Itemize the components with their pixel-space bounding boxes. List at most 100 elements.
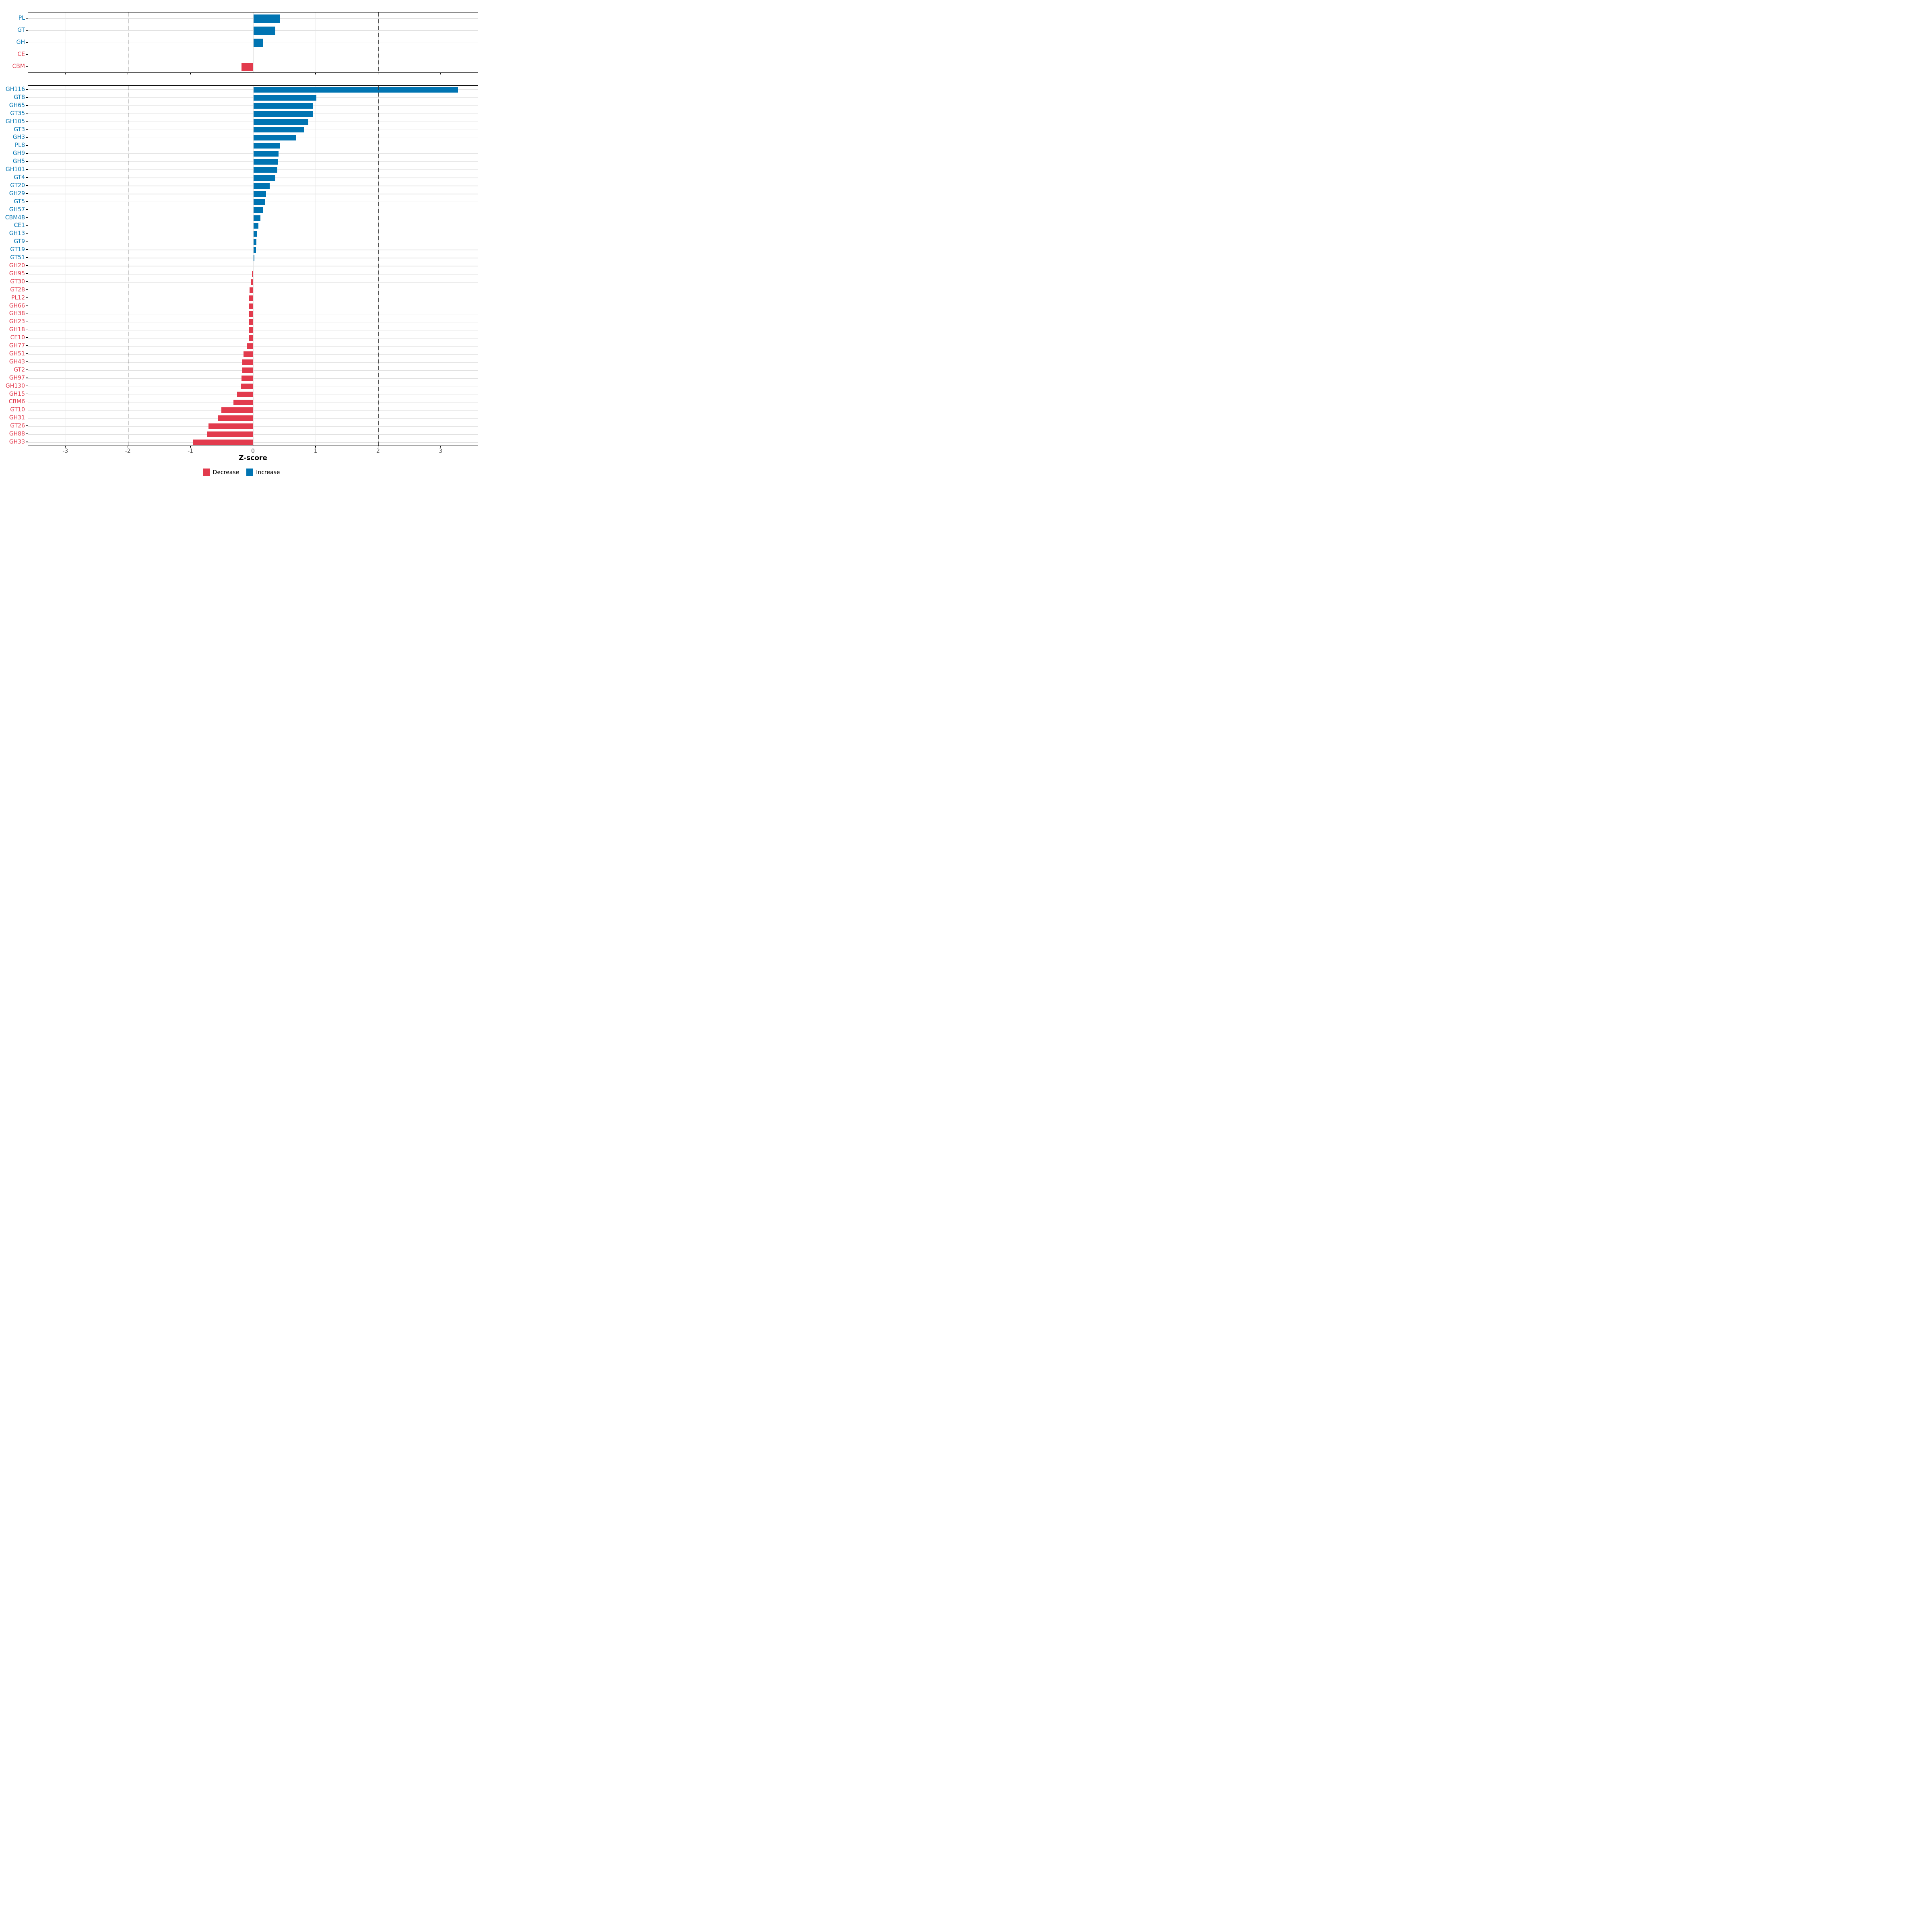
gridline-row xyxy=(28,54,478,56)
bar-GH13 xyxy=(253,231,257,237)
bar-GT26 xyxy=(208,423,254,429)
gridline-x-0 xyxy=(253,86,254,446)
bar-GH77 xyxy=(247,343,254,349)
axis-tick xyxy=(26,425,28,426)
bar-GH5 xyxy=(253,159,278,165)
legend-item-increase: Increase xyxy=(246,469,280,476)
bar-GT20 xyxy=(253,183,270,189)
bar-GT10 xyxy=(221,407,254,413)
axis-tick xyxy=(26,193,28,194)
axis-tick xyxy=(26,361,28,362)
gridline-row xyxy=(28,153,478,154)
row-label-GT35: GT35 xyxy=(10,110,25,117)
row-label-GH95: GH95 xyxy=(9,270,25,277)
axis-tick xyxy=(26,353,28,354)
bar-GT2 xyxy=(242,367,254,373)
axis-tick xyxy=(26,177,28,178)
axis-tick xyxy=(26,97,28,98)
row-label-GH101: GH101 xyxy=(5,166,25,173)
axis-tick xyxy=(26,137,28,138)
bar-GH31 xyxy=(217,415,254,421)
axis-tick xyxy=(26,217,28,218)
row-label-GH33: GH33 xyxy=(9,439,25,446)
axis-tick xyxy=(26,185,28,186)
bar-GT28 xyxy=(250,287,254,293)
row-label-CE1: CE1 xyxy=(14,222,25,229)
axis-tick xyxy=(26,30,28,31)
axis-tick xyxy=(26,233,28,234)
row-label-GH9: GH9 xyxy=(12,150,25,157)
row-label-GT5: GT5 xyxy=(14,198,25,205)
legend-item-decrease: Decrease xyxy=(203,469,239,476)
row-label-GT2: GT2 xyxy=(14,366,25,373)
bar-GH29 xyxy=(253,191,266,197)
row-label-GH23: GH23 xyxy=(9,318,25,325)
bar-GH65 xyxy=(253,103,313,109)
axis-tick xyxy=(378,72,379,74)
row-label-PL8: PL8 xyxy=(14,142,25,149)
row-label-GT19: GT19 xyxy=(10,246,25,253)
row-label-GH65: GH65 xyxy=(9,102,25,109)
row-label-GH18: GH18 xyxy=(9,326,25,333)
axis-tick xyxy=(252,446,254,448)
gridline-row xyxy=(28,242,478,243)
axis-tick xyxy=(26,153,28,154)
gridline-row xyxy=(28,97,478,98)
bar-GH101 xyxy=(253,167,277,173)
row-label-GT: GT xyxy=(17,27,25,34)
axis-tick xyxy=(26,369,28,370)
axis-tick xyxy=(26,345,28,346)
row-label-CE: CE xyxy=(17,51,25,58)
axis-tick xyxy=(440,72,441,74)
bar-GT4 xyxy=(253,175,275,181)
axis-tick xyxy=(26,281,28,282)
axis-tick xyxy=(378,446,379,448)
x-tick-label--3: -3 xyxy=(62,448,68,454)
axis-tick xyxy=(65,446,66,448)
axis-tick xyxy=(65,72,66,74)
axis-tick xyxy=(26,54,28,55)
bar-GH88 xyxy=(207,431,254,438)
x-tick-label-3: 3 xyxy=(439,448,443,454)
bar-GH116 xyxy=(253,87,458,93)
row-label-GH20: GH20 xyxy=(9,262,25,269)
row-label-CBM6: CBM6 xyxy=(8,398,25,405)
axis-tick xyxy=(26,113,28,114)
row-label-PL12: PL12 xyxy=(11,294,25,301)
legend-swatch-increase xyxy=(246,469,253,476)
axis-tick xyxy=(26,257,28,258)
row-label-GH13: GH13 xyxy=(9,230,25,237)
row-label-GH77: GH77 xyxy=(9,343,25,349)
axis-tick xyxy=(26,209,28,210)
bar-GH15 xyxy=(237,391,254,397)
bar-GH130 xyxy=(241,383,254,389)
axis-tick xyxy=(26,169,28,170)
x-axis-title: Z-score xyxy=(239,454,267,462)
dashed-guide-2 xyxy=(378,86,379,446)
axis-tick xyxy=(26,201,28,202)
bar-PL8 xyxy=(253,143,281,149)
axis-tick xyxy=(26,129,28,130)
bar-GT5 xyxy=(253,199,266,205)
gridline-row xyxy=(28,145,478,147)
panel-summary-classes xyxy=(28,12,478,73)
row-label-GH130: GH130 xyxy=(5,382,25,389)
axis-tick xyxy=(26,89,28,90)
gridline-row xyxy=(28,89,478,90)
bar-GH33 xyxy=(193,440,254,445)
row-label-GH51: GH51 xyxy=(9,351,25,357)
axis-tick xyxy=(315,446,316,448)
row-label-GH66: GH66 xyxy=(9,302,25,309)
bar-GH105 xyxy=(253,119,309,125)
axis-tick xyxy=(26,18,28,19)
row-label-GH31: GH31 xyxy=(9,415,25,421)
row-label-GT30: GT30 xyxy=(10,278,25,285)
axis-tick xyxy=(440,446,441,448)
gridline-row xyxy=(28,233,478,235)
bar-GH23 xyxy=(249,319,254,325)
bar-GT35 xyxy=(253,111,313,117)
row-label-GH97: GH97 xyxy=(9,374,25,381)
bar-GT19 xyxy=(253,247,256,253)
x-tick-label-0: 0 xyxy=(251,448,255,454)
bar-GH xyxy=(253,38,263,47)
